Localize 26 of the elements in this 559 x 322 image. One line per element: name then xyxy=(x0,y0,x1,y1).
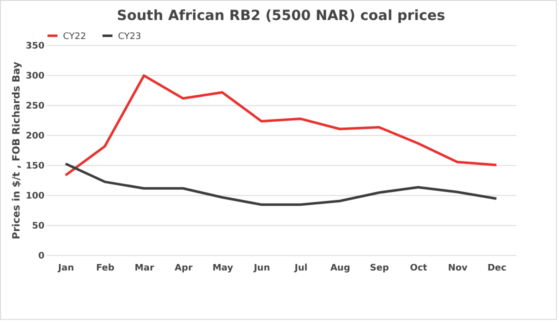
x-tick-label: Dec xyxy=(487,264,506,274)
line-series xyxy=(64,74,498,176)
y-tick-label: 200 xyxy=(26,132,44,142)
legend-label: CY22 xyxy=(63,32,86,42)
y-tick-label: 0 xyxy=(38,252,44,262)
y-axis-title: Prices in $/t , FOB Richards Bay xyxy=(12,61,23,240)
x-tick-label: Feb xyxy=(96,264,115,274)
x-tick-label: Jul xyxy=(294,264,308,274)
chart-title: South African RB2 (5500 NAR) coal prices xyxy=(116,8,446,24)
x-tick-label: May xyxy=(212,264,234,274)
line-series xyxy=(64,162,498,206)
x-tick-label: Mar xyxy=(134,264,155,274)
x-tick-label: Aug xyxy=(330,264,350,274)
y-tick-label: 350 xyxy=(26,42,44,52)
x-tick-label: Sep xyxy=(370,264,390,274)
x-tick-label: Jan xyxy=(57,264,74,274)
y-tick-label: 50 xyxy=(32,222,44,232)
y-tick-label: 100 xyxy=(26,192,44,202)
y-tick-label: 300 xyxy=(26,72,44,82)
y-tick-label: 150 xyxy=(26,162,44,172)
x-tick-label: Jun xyxy=(252,264,270,274)
x-tick-label: Oct xyxy=(410,264,428,274)
x-tick-label: Apr xyxy=(174,264,194,274)
y-tick-label: 250 xyxy=(26,102,44,112)
legend-label: CY23 xyxy=(118,32,142,42)
x-tick-label: Nov xyxy=(448,264,468,274)
